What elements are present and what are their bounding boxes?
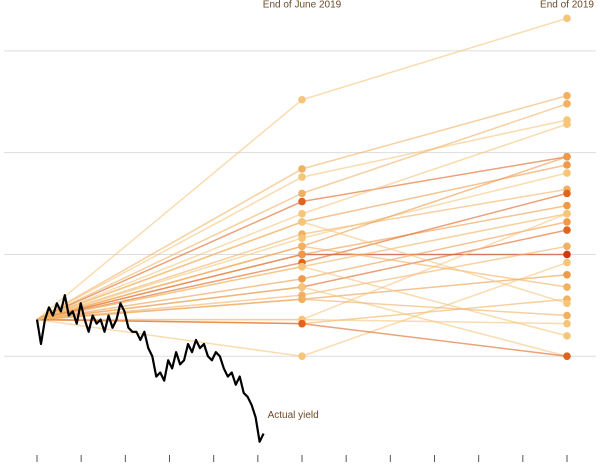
forecast-dot xyxy=(563,209,571,218)
forecast-dot xyxy=(298,165,306,173)
forecast-dot xyxy=(298,209,306,218)
forecast-dot xyxy=(563,152,571,161)
forecast-dot xyxy=(563,91,571,100)
forecast-dot xyxy=(563,218,571,226)
forecast-dot xyxy=(563,120,571,128)
forecast-dot xyxy=(298,275,306,283)
forecast-dot xyxy=(298,352,306,361)
forecast-dot xyxy=(563,169,571,177)
forecast-dots xyxy=(298,14,571,361)
forecast-dot xyxy=(298,295,306,304)
forecast-dot xyxy=(563,311,571,320)
forecast-dot xyxy=(563,161,571,169)
forecast-dot xyxy=(298,95,306,104)
forecast-dot xyxy=(563,332,571,340)
forecast-dot xyxy=(298,319,306,328)
forecast-dot xyxy=(298,197,306,206)
forecast-dot xyxy=(563,14,571,23)
forecast-dot xyxy=(298,189,306,198)
forecast-dot xyxy=(563,271,571,279)
forecast-dot xyxy=(563,299,571,308)
forecast-dot xyxy=(563,242,571,251)
column-label: End of 2019 xyxy=(540,0,594,11)
forecast-dot xyxy=(563,189,571,198)
forecast-dot xyxy=(563,283,571,291)
forecast-dot xyxy=(563,226,571,234)
forecast-dot xyxy=(563,319,571,328)
actual-line xyxy=(35,294,265,443)
forecast-dot xyxy=(298,250,306,259)
forecast-dot xyxy=(563,352,571,361)
forecast-lines xyxy=(36,17,568,357)
actual-label: Actual yield xyxy=(268,410,319,421)
forecast-dot xyxy=(298,234,306,242)
forecast-dot xyxy=(563,100,571,108)
column-label: End of June 2019 xyxy=(263,0,342,11)
forecast-dot xyxy=(563,201,571,210)
forecast-dot xyxy=(298,242,306,251)
forecast-dot xyxy=(298,173,306,181)
forecast-dot xyxy=(563,258,571,267)
forecast-dot xyxy=(298,283,306,291)
forecast-dot xyxy=(298,262,306,271)
forecast-dot xyxy=(298,218,306,226)
forecast-dot xyxy=(563,250,571,259)
